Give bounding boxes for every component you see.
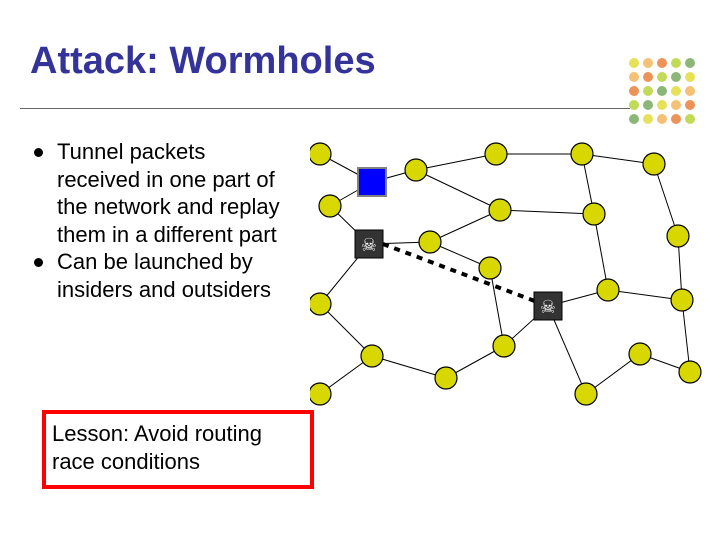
bullet-dot-icon [34,148,43,157]
decor-dot-grid [629,58,696,125]
wormhole-diagram: ☠☠ [310,140,710,420]
slide-title: Attack: Wormholes [30,40,376,83]
svg-text:☠: ☠ [540,297,556,317]
lesson-text: Lesson: Avoid routing race conditions [52,421,262,474]
svg-text:☠: ☠ [361,235,377,255]
bullet-item: Can be launched by insiders and outsider… [34,248,294,303]
bullet-item: Tunnel packets received in one part of t… [34,138,294,248]
bullet-text: Tunnel packets received in one part of t… [57,138,294,248]
bullet-dot-icon [34,258,43,267]
bullet-list: Tunnel packets received in one part of t… [34,138,294,303]
lesson-box: Lesson: Avoid routing race conditions [42,410,314,489]
bullet-text: Can be launched by insiders and outsider… [57,248,294,303]
title-underline [20,108,630,109]
